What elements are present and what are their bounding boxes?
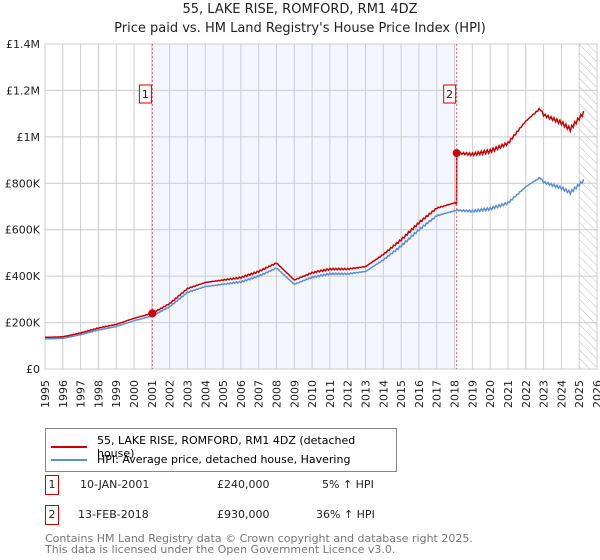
x-tick-label: 1996 — [57, 380, 70, 408]
plot-frame — [44, 43, 598, 370]
x-tick-label: 2015 — [395, 380, 408, 408]
sale-hpi: 36% ↑ HPI — [316, 508, 375, 521]
x-tick-label: 2009 — [288, 380, 301, 408]
x-tick-label: 2021 — [502, 380, 515, 408]
legend-label: HPI: Average price, detached house, Have… — [97, 453, 351, 466]
footer: Contains HM Land Registry data © Crown c… — [45, 533, 473, 555]
x-tick-label: 2002 — [164, 380, 177, 408]
sale-marker: 1 — [45, 475, 59, 495]
x-tick-label: 2022 — [520, 380, 533, 408]
y-tick-label: £800K — [5, 177, 41, 190]
x-tick-label: 2012 — [342, 380, 355, 408]
legend-swatch-blue — [51, 458, 87, 461]
forecast-hatch — [579, 44, 597, 369]
x-tick-label: 2026 — [591, 380, 600, 408]
sale-marker-label: 2 — [446, 88, 453, 101]
x-tick-label: 2023 — [538, 380, 551, 408]
sale-marker-box — [138, 84, 152, 104]
legend-item-hpi: HPI: Average price, detached house, Have… — [51, 453, 350, 466]
x-tick-label: 1998 — [92, 380, 105, 408]
sale-price: £930,000 — [217, 508, 270, 521]
x-tick-label: 2024 — [555, 380, 568, 408]
x-tick-label: 2020 — [484, 380, 497, 408]
legend: 55, LAKE RISE, ROMFORD, RM1 4DZ (detache… — [45, 428, 397, 472]
y-tick-label: £200K — [5, 317, 41, 330]
y-tick-label: £600K — [5, 224, 41, 237]
x-tick-label: 2005 — [217, 380, 230, 408]
y-tick-label: £1.2M — [6, 84, 40, 97]
sale-date: 10-JAN-2001 — [80, 478, 150, 491]
x-tick-label: 2008 — [270, 380, 283, 408]
x-tick-label: 1999 — [110, 380, 123, 408]
x-tick-label: 1995 — [39, 380, 52, 408]
sale-row-1: 1 10-JAN-2001 £240,000 5% ↑ HPI — [45, 475, 445, 495]
legend-swatch-red — [51, 446, 87, 448]
legend-label: 55, LAKE RISE, ROMFORD, RM1 4DZ (detache… — [96, 434, 356, 460]
legend-item-property: 55, LAKE RISE, ROMFORD, RM1 4DZ (detache… — [51, 434, 396, 460]
sale-point — [148, 309, 157, 318]
sale-marker-label: 1 — [142, 88, 149, 101]
sale-point — [452, 149, 461, 158]
x-tick-label: 2019 — [466, 380, 479, 408]
x-tick-label: 2016 — [413, 380, 426, 408]
sale-marker-box — [443, 84, 457, 104]
chart-title: 55, LAKE RISE, ROMFORD, RM1 4DZ — [182, 2, 418, 17]
x-tick-label: 1997 — [75, 380, 88, 408]
x-tick-label: 2017 — [431, 380, 444, 408]
x-tick-label: 2001 — [146, 380, 159, 408]
x-tick-label: 2013 — [360, 380, 373, 408]
sale-row-2: 2 13-FEB-2018 £930,000 36% ↑ HPI — [45, 505, 445, 525]
x-tick-label: 2011 — [324, 380, 337, 408]
sale-hpi: 5% ↑ HPI — [322, 478, 374, 491]
sale-price: £240,000 — [217, 478, 270, 491]
x-tick-label: 2007 — [253, 380, 266, 408]
x-tick-label: 2006 — [235, 380, 248, 408]
chart-subtitle: Price paid vs. HM Land Registry's House … — [114, 21, 486, 36]
x-tick-label: 2025 — [573, 380, 586, 408]
hpi-line — [45, 176, 585, 340]
footer-line-1: Contains HM Land Registry data © Crown c… — [45, 532, 473, 545]
sale-marker: 2 — [45, 505, 59, 525]
x-tick-label: 2010 — [306, 380, 319, 408]
y-tick-label: £400K — [5, 270, 41, 283]
x-tick-label: 2014 — [377, 380, 390, 408]
y-tick-label: £1M — [17, 131, 41, 144]
sale-period-shading — [152, 44, 457, 369]
x-tick-label: 2000 — [128, 380, 141, 408]
x-tick-label: 2003 — [181, 380, 194, 408]
y-tick-label: £0 — [26, 363, 40, 376]
y-tick-label: £1.4M — [6, 38, 40, 51]
price-line — [45, 107, 585, 339]
x-tick-label: 2004 — [199, 380, 212, 408]
plot-area: 1995 1996 1997 1998 1999 2000 2001 2002 2003 2004… — [5, 38, 600, 408]
x-tick-label: 2018 — [449, 380, 462, 408]
sale-date: 13-FEB-2018 — [78, 508, 149, 521]
footer-line-2: This data is licensed under the Open Gov… — [45, 543, 396, 556]
